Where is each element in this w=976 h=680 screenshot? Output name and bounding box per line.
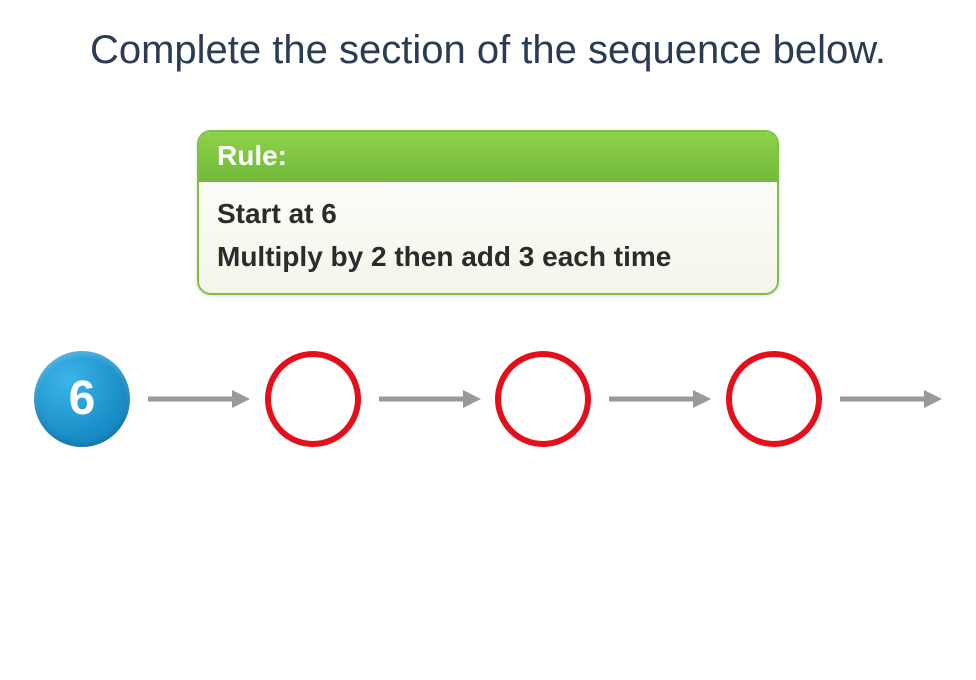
- arrow-icon: [822, 387, 957, 411]
- rule-box: Rule: Start at 6 Multiply by 2 then add …: [197, 130, 779, 295]
- sequence-blank-3[interactable]: [726, 351, 822, 447]
- arrow-icon: [130, 387, 265, 411]
- arrow-icon: [361, 387, 496, 411]
- question-title: Complete the section of the sequence bel…: [30, 24, 946, 76]
- arrow-icon: [591, 387, 726, 411]
- rule-line-2: Multiply by 2 then add 3 each time: [217, 235, 759, 278]
- sequence-start-value: 6: [69, 371, 96, 426]
- rule-line-1: Start at 6: [217, 192, 759, 235]
- rule-body: Start at 6 Multiply by 2 then add 3 each…: [199, 182, 777, 293]
- sequence-blank-1[interactable]: [265, 351, 361, 447]
- rule-header: Rule:: [199, 132, 777, 182]
- sequence-start-node: 6: [34, 351, 130, 447]
- sequence-blank-2[interactable]: [495, 351, 591, 447]
- sequence-row: 6: [0, 351, 976, 447]
